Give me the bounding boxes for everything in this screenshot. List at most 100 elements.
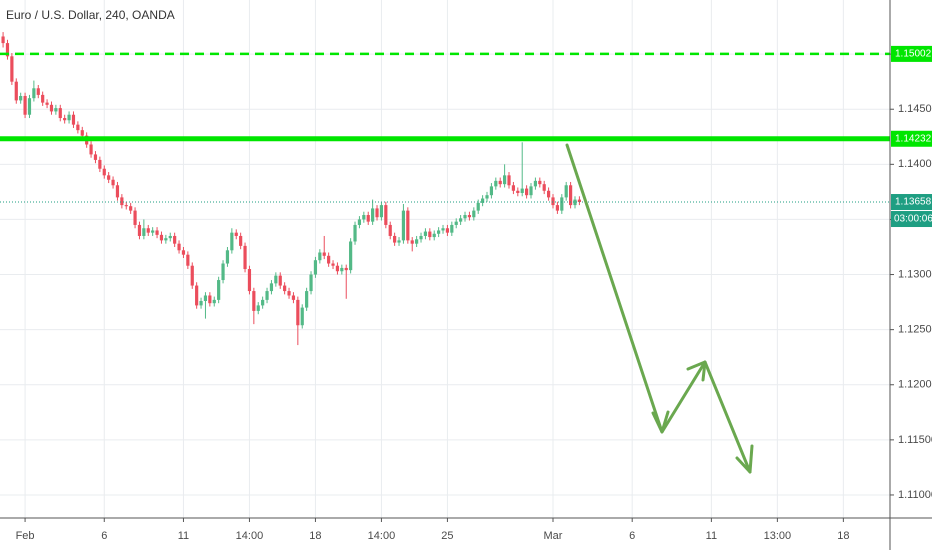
candle-body — [547, 190, 551, 198]
candle-body — [278, 275, 282, 286]
candle-body — [445, 228, 450, 233]
candle-body — [533, 180, 538, 187]
candle-body — [155, 230, 159, 235]
arrow-head — [686, 360, 707, 382]
y-tick-label: 1.11500 — [898, 434, 932, 446]
candle-body — [89, 144, 93, 155]
candle-body — [71, 114, 76, 125]
candle-body — [498, 180, 502, 185]
candle-body — [384, 205, 388, 225]
candle-body — [529, 186, 533, 196]
candle-body — [80, 130, 84, 136]
candle-body — [569, 185, 573, 206]
candle-body — [283, 285, 287, 292]
price-label-box — [891, 45, 932, 62]
candle-body — [401, 210, 406, 241]
candle-body — [419, 235, 423, 240]
candle-body — [296, 299, 300, 326]
arrow-head — [735, 444, 754, 474]
candle-body — [199, 300, 203, 306]
candle-body — [1, 36, 5, 44]
chart-title: Euro / U.S. Dollar, 240, OANDA — [6, 8, 175, 22]
candle-body — [485, 195, 489, 199]
candle-body — [190, 265, 194, 286]
candle-body — [221, 263, 225, 281]
candle-body — [107, 175, 111, 180]
y-tick-label: 1.11000 — [898, 489, 932, 501]
candle-body — [256, 305, 260, 311]
candle-body — [124, 205, 128, 207]
candle-body — [375, 208, 379, 218]
x-tick-label: 14:00 — [236, 530, 264, 542]
candle-body — [551, 197, 555, 206]
candle-body — [573, 199, 577, 206]
candle-body — [265, 291, 269, 300]
candle-body — [305, 291, 309, 308]
grid — [0, 0, 890, 518]
candle-body — [186, 254, 190, 266]
x-tick-label: 18 — [837, 530, 849, 542]
y-tick-label: 1.12000 — [898, 379, 932, 391]
candle-body — [181, 250, 186, 255]
candle-body — [555, 205, 560, 211]
candle-body — [225, 250, 230, 264]
candle-body — [239, 235, 243, 246]
candle-body — [247, 269, 252, 292]
candle-body — [217, 280, 221, 300]
candle-body — [261, 299, 265, 306]
candle-body — [291, 295, 296, 300]
y-tick-label: 1.12500 — [898, 324, 932, 336]
candle-body — [120, 197, 124, 206]
candle-body — [67, 114, 71, 121]
candle-body — [494, 180, 498, 187]
x-tick-label: 11 — [706, 530, 717, 542]
y-tick-label: 1.14500 — [898, 103, 932, 115]
levels — [0, 52, 890, 203]
candle-body — [177, 243, 181, 251]
candle-body — [32, 88, 36, 99]
candle-body — [195, 285, 199, 306]
candle-body — [489, 186, 494, 196]
price-label: 1.13658 — [895, 197, 932, 208]
y-tick-label: 1.13000 — [898, 268, 932, 280]
candle-body — [252, 291, 256, 311]
candle-body — [481, 198, 485, 203]
candle-body — [5, 43, 10, 57]
candles — [1, 32, 582, 346]
candle-body — [146, 228, 150, 233]
candle-body — [357, 219, 362, 225]
candle-body — [353, 224, 357, 242]
candle-body — [538, 180, 542, 185]
candle-body — [115, 185, 120, 198]
candle-body — [511, 185, 516, 191]
x-tick-label: 6 — [629, 530, 635, 542]
candle-body — [208, 295, 212, 304]
candle-body — [410, 240, 414, 244]
candle-body — [542, 184, 546, 191]
candle-body — [313, 260, 318, 275]
candle-body — [243, 245, 247, 270]
candle-body — [349, 241, 353, 271]
candle-body — [168, 235, 172, 239]
candle-body — [441, 228, 445, 231]
candle-body — [366, 215, 370, 222]
candle-body — [393, 235, 397, 243]
candle-body — [335, 265, 340, 272]
candle-body — [459, 218, 463, 222]
projection-path — [565, 143, 752, 474]
candle-body — [322, 252, 326, 256]
x-tick-label: 18 — [309, 530, 321, 542]
candle-body — [45, 102, 49, 105]
axes: 1.110001.115001.120001.125001.130001.135… — [16, 45, 932, 542]
price-label: 1.15002 — [895, 49, 932, 60]
price-label-box — [891, 130, 932, 147]
candle-body — [397, 240, 401, 243]
candle-body — [454, 221, 458, 225]
candle-body — [415, 239, 419, 244]
projection-arrows — [565, 143, 754, 474]
candle-body — [98, 159, 102, 169]
candle-body — [300, 307, 304, 326]
candle-body — [327, 255, 331, 264]
candle-body — [467, 215, 472, 218]
